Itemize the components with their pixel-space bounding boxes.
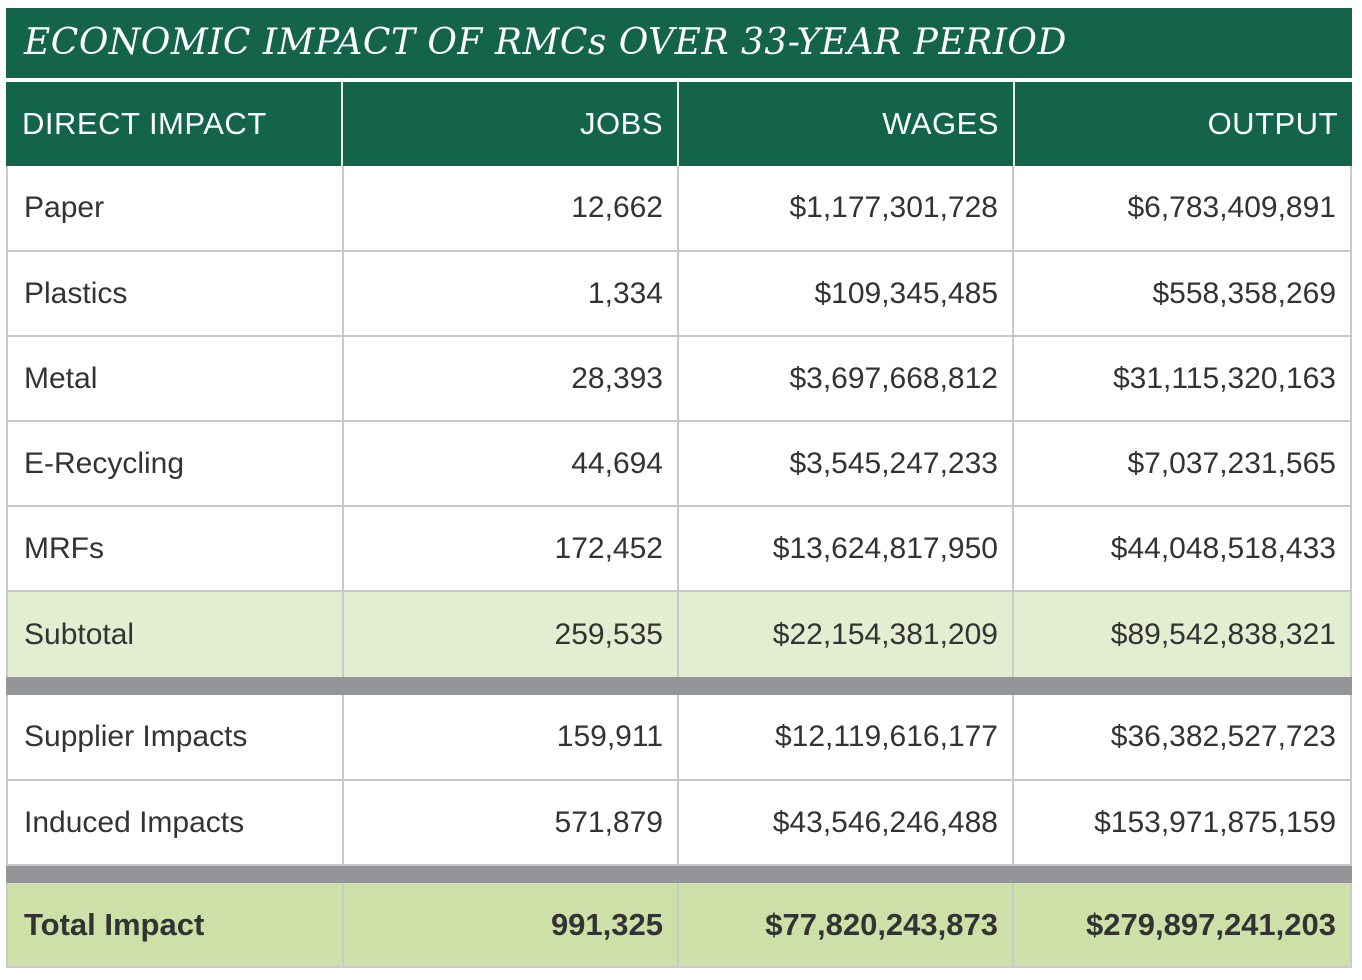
column-header-jobs: JOBS <box>343 82 679 166</box>
row-label: E-Recycling <box>8 422 344 505</box>
column-header-output: OUTPUT <box>1207 106 1338 141</box>
output-value: $44,048,518,433 <box>1110 531 1336 565</box>
output-value: $7,037,231,565 <box>1127 446 1336 480</box>
table-row: Metal 28,393 $3,697,668,812 $31,115,320,… <box>6 337 1352 422</box>
subtotal-jobs: 259,535 <box>344 592 679 677</box>
total-label: Total Impact <box>8 883 344 966</box>
row-label: Paper <box>8 166 344 250</box>
subtotal-label: Subtotal <box>8 592 344 677</box>
wages-value: $3,697,668,812 <box>679 337 1014 420</box>
total-wages: $77,820,243,873 <box>679 883 1014 966</box>
row-label: Induced Impacts <box>8 781 344 864</box>
wages-value: $13,624,817,950 <box>679 507 1014 590</box>
jobs-value: 44,694 <box>344 422 679 505</box>
section-divider <box>6 677 1352 695</box>
subtotal-output: $89,542,838,321 <box>1110 617 1336 651</box>
jobs-value: 172,452 <box>344 507 679 590</box>
jobs-value: 12,662 <box>344 166 679 250</box>
subtotal-wages: $22,154,381,209 <box>679 592 1014 677</box>
jobs-value: 28,393 <box>344 337 679 420</box>
table-row: MRFs 172,452 $13,624,817,950 $44,048,518… <box>6 507 1352 592</box>
wages-value: $12,119,616,177 <box>679 695 1014 779</box>
subtotal-row: Subtotal 259,535 $22,154,381,209 $89,542… <box>6 592 1352 677</box>
table-title: ECONOMIC IMPACT OF RMCs OVER 33-YEAR PER… <box>6 8 1352 78</box>
row-label: Plastics <box>8 252 344 335</box>
wages-value: $1,177,301,728 <box>679 166 1014 250</box>
output-value: $6,783,409,891 <box>1127 191 1336 224</box>
table-row: Plastics 1,334 $109,345,485 $558,358,269 <box>6 252 1352 337</box>
output-value: $153,971,875,159 <box>1094 805 1336 839</box>
output-value: $558,358,269 <box>1152 276 1336 310</box>
total-jobs: 991,325 <box>344 883 679 966</box>
section-divider <box>6 866 1352 883</box>
table-row: Supplier Impacts 159,911 $12,119,616,177… <box>6 695 1352 781</box>
jobs-value: 571,879 <box>344 781 679 864</box>
output-value: $31,115,320,163 <box>1113 361 1336 395</box>
row-label: Supplier Impacts <box>8 695 344 779</box>
wages-value: $43,546,246,488 <box>679 781 1014 864</box>
table-row: Paper 12,662 $1,177,301,728 $6,783,409,8… <box>6 166 1352 252</box>
jobs-value: 159,911 <box>344 695 679 779</box>
row-label: MRFs <box>8 507 344 590</box>
wages-value: $3,545,247,233 <box>679 422 1014 505</box>
total-row: Total Impact 991,325 $77,820,243,873 $27… <box>6 883 1352 968</box>
table-row: E-Recycling 44,694 $3,545,247,233 $7,037… <box>6 422 1352 507</box>
table-header-row: DIRECT IMPACT JOBS WAGES OUTPUT <box>6 82 1352 166</box>
output-value: $36,382,527,723 <box>1110 720 1336 753</box>
wages-value: $109,345,485 <box>679 252 1014 335</box>
jobs-value: 1,334 <box>344 252 679 335</box>
row-label: Metal <box>8 337 344 420</box>
column-header-direct-impact: DIRECT IMPACT <box>6 82 343 166</box>
total-output: $279,897,241,203 <box>1086 906 1336 942</box>
column-header-wages: WAGES <box>679 82 1015 166</box>
table-row: Induced Impacts 571,879 $43,546,246,488 … <box>6 781 1352 866</box>
